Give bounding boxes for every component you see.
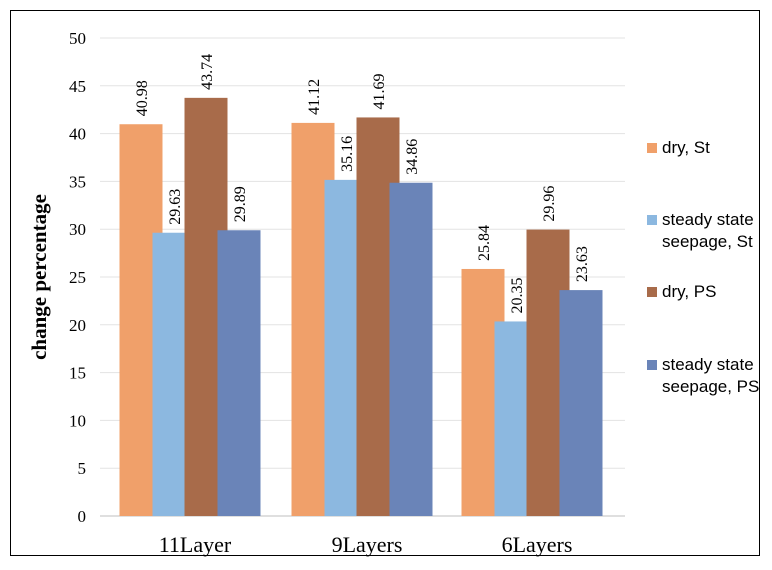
legend-label: dry, St bbox=[662, 138, 710, 157]
data-label: 34.86 bbox=[404, 139, 421, 175]
y-tick-label: 30 bbox=[69, 220, 86, 239]
data-label: 41.69 bbox=[371, 73, 388, 109]
bar bbox=[217, 230, 261, 517]
legend-swatch bbox=[647, 143, 657, 153]
x-category-label: 6Layers bbox=[502, 532, 573, 557]
data-label: 29.89 bbox=[232, 186, 249, 222]
data-label: 20.35 bbox=[509, 277, 526, 313]
bar bbox=[389, 182, 433, 516]
data-label: 35.16 bbox=[339, 136, 356, 172]
y-tick-label: 45 bbox=[69, 77, 86, 96]
x-category-label: 9Layers bbox=[332, 532, 403, 557]
data-label: 25.84 bbox=[476, 225, 493, 261]
legend-label: steady state seepage, St bbox=[662, 210, 754, 251]
data-label: 29.63 bbox=[167, 189, 184, 225]
y-tick-label: 5 bbox=[78, 459, 87, 478]
y-tick-label: 25 bbox=[69, 268, 86, 287]
legend-swatch bbox=[647, 215, 657, 225]
y-tick-label: 0 bbox=[78, 507, 87, 526]
data-label: 43.74 bbox=[199, 54, 216, 90]
bar bbox=[559, 290, 603, 516]
y-tick-label: 40 bbox=[69, 125, 86, 144]
y-tick-label: 20 bbox=[69, 316, 86, 335]
data-label: 23.63 bbox=[574, 246, 591, 282]
legend-label: steady state seepage, PS bbox=[662, 355, 759, 396]
y-tick-label: 50 bbox=[69, 29, 86, 48]
data-label: 41.12 bbox=[306, 79, 323, 115]
legend-swatch bbox=[647, 287, 657, 297]
y-tick-label: 10 bbox=[69, 411, 86, 430]
x-category-label: 11Layer bbox=[159, 532, 232, 557]
data-label: 40.98 bbox=[134, 80, 151, 116]
y-axis-title: change percentage bbox=[27, 194, 51, 360]
data-label: 29.96 bbox=[541, 186, 558, 222]
legend-label: dry, PS bbox=[662, 282, 716, 301]
legend-swatch bbox=[647, 360, 657, 370]
y-tick-label: 15 bbox=[69, 364, 86, 383]
y-tick-label: 35 bbox=[69, 172, 86, 191]
